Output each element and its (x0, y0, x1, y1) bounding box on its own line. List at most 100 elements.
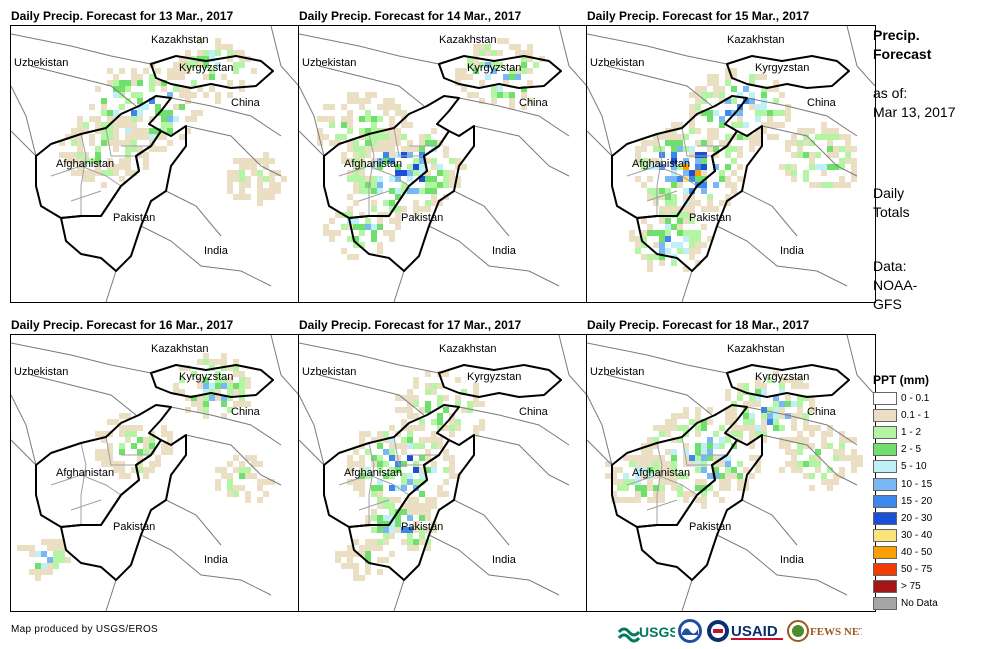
precip-cell (689, 170, 695, 176)
precip-cell (83, 128, 89, 134)
country-border (587, 85, 613, 157)
precip-cell (479, 419, 485, 425)
precip-cell (413, 401, 419, 407)
precip-cell (425, 188, 431, 194)
precip-cell (731, 158, 737, 164)
country-label-india: India (492, 554, 517, 566)
precip-cell (413, 206, 419, 212)
precip-cell (683, 407, 689, 413)
precip-cell (671, 128, 677, 134)
precip-cell (641, 242, 647, 248)
precip-cell (239, 395, 245, 401)
precip-cell (461, 68, 467, 74)
precip-cell (773, 419, 779, 425)
precip-cell (689, 152, 695, 158)
precip-cell (791, 170, 797, 176)
precip-cell (131, 467, 137, 473)
precip-cell (209, 50, 215, 56)
precip-cell (725, 473, 731, 479)
precip-cell (77, 152, 83, 158)
precip-cell (503, 92, 509, 98)
precip-cell (401, 539, 407, 545)
precip-cell (491, 68, 497, 74)
country-border (761, 125, 858, 177)
precip-cell (515, 44, 521, 50)
country-border (165, 190, 222, 237)
precip-cell (161, 122, 167, 128)
country-label-afghanistan: Afghanistan (632, 158, 690, 170)
precip-cell (617, 497, 623, 503)
country-border (473, 434, 570, 486)
precip-cell (821, 182, 827, 188)
precip-cell (401, 443, 407, 449)
precip-cell (167, 68, 173, 74)
precip-cell (671, 134, 677, 140)
precip-cell (227, 473, 233, 479)
precip-cell (689, 104, 695, 110)
country-border (473, 125, 570, 177)
precip-cell (53, 539, 59, 545)
precip-cell (419, 407, 425, 413)
precip-cell (491, 86, 497, 92)
precip-cell (647, 140, 653, 146)
precip-cell (377, 218, 383, 224)
precip-cell (155, 461, 161, 467)
precip-cell (707, 146, 713, 152)
legend-label: 15 - 20 (901, 495, 933, 507)
precip-cell (689, 188, 695, 194)
precip-cell (425, 140, 431, 146)
precip-cell (377, 248, 383, 254)
precip-cell (749, 455, 755, 461)
precip-cell (365, 146, 371, 152)
precip-cell (131, 110, 137, 116)
precip-cell (725, 68, 731, 74)
precip-cell (47, 557, 53, 563)
precip-cell (347, 557, 353, 563)
precip-cell (413, 170, 419, 176)
precip-cell (167, 431, 173, 437)
precip-cell (839, 455, 845, 461)
country-label-kyrgyzstan: Kyrgyzstan (179, 62, 233, 74)
precip-cell (395, 521, 401, 527)
precip-cell (635, 491, 641, 497)
country-border (299, 33, 440, 65)
precip-cell (641, 218, 647, 224)
precip-cell (815, 467, 821, 473)
precip-cell (695, 170, 701, 176)
precip-cell (647, 467, 653, 473)
country-label-china: China (231, 97, 261, 109)
precip-cell (119, 176, 125, 182)
precip-cell (665, 224, 671, 230)
precip-cell (335, 134, 341, 140)
precip-cell (659, 479, 665, 485)
precip-cell (365, 134, 371, 140)
precip-cell (239, 377, 245, 383)
precip-cell (503, 80, 509, 86)
precip-cell (221, 74, 227, 80)
country-label-kazakhstan: Kazakhstan (151, 343, 208, 355)
precip-cell (347, 236, 353, 242)
country-label-china: China (231, 406, 261, 418)
precip-cell (647, 449, 653, 455)
precip-cell (77, 146, 83, 152)
precip-cell (101, 182, 107, 188)
precip-cell (707, 92, 713, 98)
precip-cell (443, 395, 449, 401)
precip-cell (725, 200, 731, 206)
precip-cell (215, 377, 221, 383)
precip-cell (275, 188, 281, 194)
precip-cell (407, 437, 413, 443)
precip-cell (425, 467, 431, 473)
precip-cell (149, 467, 155, 473)
country-border (318, 374, 425, 416)
precip-cell (101, 128, 107, 134)
precip-cell (383, 431, 389, 437)
precip-cell (671, 467, 677, 473)
precip-cell (461, 164, 467, 170)
precip-cell (263, 152, 269, 158)
precip-cell (149, 74, 155, 80)
precip-cell (491, 62, 497, 68)
precip-cell (329, 236, 335, 242)
precip-cell (641, 182, 647, 188)
precip-cell (731, 431, 737, 437)
